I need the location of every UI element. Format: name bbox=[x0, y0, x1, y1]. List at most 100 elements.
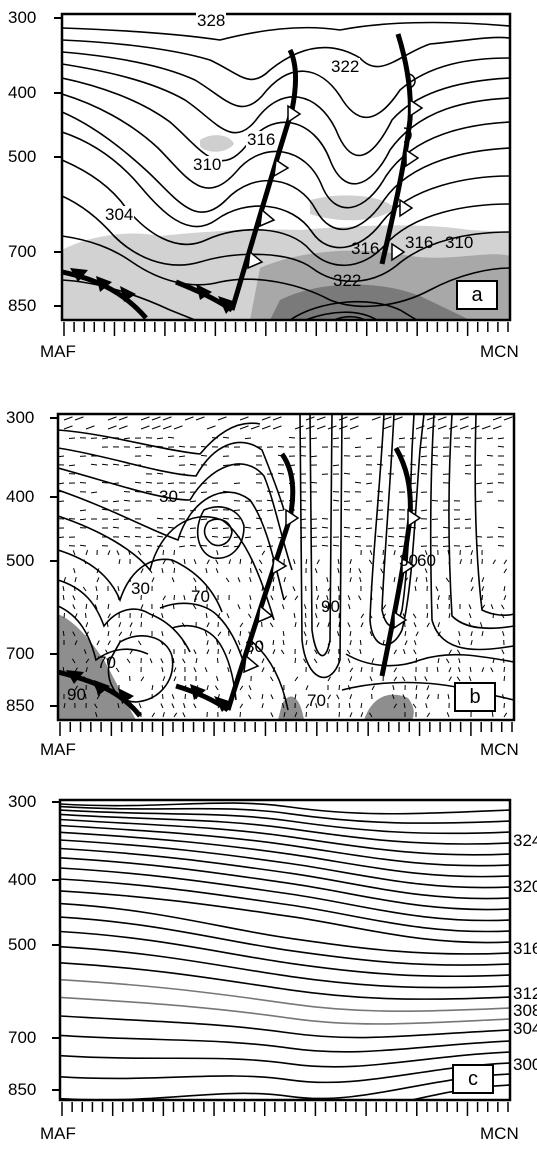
wind-vector bbox=[171, 694, 175, 700]
wind-vector bbox=[79, 482, 87, 484]
wind-vector bbox=[118, 639, 121, 646]
wind-vector bbox=[222, 536, 230, 539]
wind-vector bbox=[151, 613, 155, 619]
wind-vector bbox=[162, 549, 165, 556]
wind-vector bbox=[448, 603, 450, 610]
wind-vector bbox=[415, 693, 418, 700]
wind-vector bbox=[182, 712, 186, 718]
wind-vector bbox=[178, 473, 186, 476]
wind-vector bbox=[266, 545, 274, 548]
panel-a-y-ticks bbox=[54, 17, 62, 307]
wind-vector bbox=[311, 437, 318, 440]
wind-vector bbox=[437, 425, 447, 430]
wind-vector bbox=[277, 491, 285, 493]
isentrope-line bbox=[60, 813, 510, 845]
wind-vector bbox=[347, 685, 351, 691]
wind-vector bbox=[190, 509, 197, 512]
wind-vector bbox=[445, 658, 450, 664]
shaded-region-dark bbox=[278, 696, 304, 720]
wind-vector bbox=[162, 712, 165, 718]
wind-vector bbox=[398, 535, 406, 538]
wind-vector bbox=[118, 416, 128, 421]
wind-vector bbox=[73, 585, 76, 592]
wind-vector bbox=[420, 464, 428, 466]
wind-vector bbox=[116, 550, 120, 556]
wind-vector bbox=[387, 544, 395, 547]
panel-b-frame bbox=[56, 412, 516, 722]
front-open-triangles bbox=[243, 508, 422, 674]
wind-vector bbox=[172, 603, 175, 610]
wind-vector bbox=[161, 685, 164, 691]
wind-vector bbox=[83, 649, 87, 655]
wind-vector bbox=[393, 649, 397, 655]
wind-vector bbox=[457, 640, 461, 646]
wind-vector bbox=[359, 639, 362, 646]
wind-vector bbox=[74, 640, 78, 646]
wind-vector bbox=[315, 613, 318, 619]
wind-vector bbox=[161, 631, 164, 637]
wind-vector bbox=[303, 604, 307, 610]
wind-vector bbox=[95, 712, 98, 718]
wind-vector bbox=[68, 437, 76, 439]
wind-vector bbox=[156, 517, 164, 520]
wind-vector bbox=[325, 604, 329, 610]
y-tick-label: 500 bbox=[8, 935, 37, 954]
wind-vector bbox=[272, 667, 276, 673]
wind-vector bbox=[162, 676, 166, 682]
wind-vector bbox=[179, 545, 186, 548]
wind-vector bbox=[437, 595, 440, 601]
wind-vector bbox=[491, 712, 494, 718]
wind-vector bbox=[503, 595, 507, 601]
wind-vector bbox=[380, 586, 384, 592]
wind-vector bbox=[321, 518, 329, 520]
y-tick-label: 300 bbox=[6, 408, 35, 427]
contour-label: 304 bbox=[513, 1019, 537, 1038]
wind-vector bbox=[426, 694, 430, 700]
wind-vector bbox=[468, 622, 472, 628]
wind-vector bbox=[414, 675, 417, 682]
wind-vector bbox=[442, 545, 450, 547]
contour-label: 324 bbox=[513, 831, 537, 850]
wind-vector bbox=[481, 577, 485, 583]
isentrope-line bbox=[60, 945, 510, 989]
wind-vector bbox=[315, 585, 318, 592]
wind-vector bbox=[84, 693, 87, 700]
isentrope-line bbox=[60, 930, 510, 978]
contour-label: 90 bbox=[67, 685, 86, 704]
panel-letter: c bbox=[452, 1064, 494, 1094]
wind-vector bbox=[447, 550, 450, 556]
wind-vector bbox=[347, 595, 351, 601]
wind-vector bbox=[497, 526, 505, 529]
wind-vector bbox=[492, 416, 502, 421]
wind-vector bbox=[200, 454, 208, 457]
wind-vector bbox=[247, 613, 252, 619]
panel-c-plot bbox=[52, 798, 512, 1116]
y-tick-label: 850 bbox=[6, 696, 35, 715]
wind-vector bbox=[347, 658, 351, 664]
wind-vector bbox=[134, 535, 142, 538]
wind-vector bbox=[359, 648, 362, 655]
wind-vector bbox=[503, 586, 506, 592]
wind-vector bbox=[376, 463, 384, 466]
panel-c-x-ticks bbox=[61, 1102, 509, 1116]
wind-vector bbox=[161, 567, 164, 574]
front-open-triangles bbox=[247, 98, 424, 270]
contour-label: 316 bbox=[405, 233, 434, 252]
wind-vector bbox=[173, 712, 178, 718]
wind-vector bbox=[118, 631, 123, 637]
isentrope-line bbox=[60, 962, 510, 1000]
wind-vector bbox=[160, 703, 164, 709]
wind-vector bbox=[360, 613, 365, 619]
wind-vector bbox=[267, 490, 274, 493]
wind-vector bbox=[72, 631, 76, 637]
wind-vector bbox=[200, 446, 208, 448]
wind-vector bbox=[96, 640, 100, 646]
wind-vector bbox=[193, 559, 197, 565]
wind-vector bbox=[403, 703, 406, 709]
wind-vector bbox=[470, 577, 474, 583]
x-end-label: MCN bbox=[480, 740, 519, 759]
wind-vector bbox=[228, 630, 230, 637]
wind-vector bbox=[178, 535, 186, 538]
wind-vector bbox=[355, 527, 362, 530]
wind-vector bbox=[393, 577, 396, 583]
